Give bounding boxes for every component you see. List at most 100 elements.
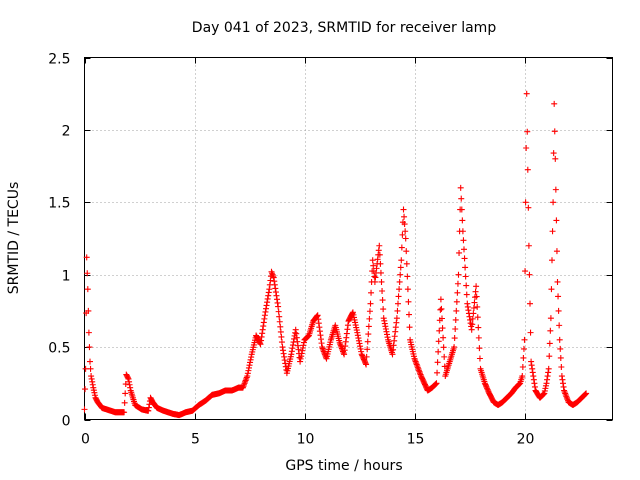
data-point [519, 373, 526, 380]
data-point [528, 358, 535, 365]
data-point [522, 268, 529, 275]
data-point [519, 364, 526, 371]
data-point [520, 354, 527, 361]
data-point [288, 351, 295, 358]
data-point [549, 228, 556, 235]
data-point [555, 293, 562, 300]
data-point [374, 256, 381, 263]
data-point [470, 310, 477, 317]
data-point [546, 353, 553, 360]
data-point [404, 273, 411, 280]
data-point [469, 315, 476, 322]
data-point [259, 330, 266, 337]
x-axis-label: GPS time / hours [285, 458, 402, 474]
data-point [550, 150, 557, 157]
data-point [527, 300, 533, 307]
data-point [403, 260, 410, 267]
data-point [556, 336, 563, 343]
data-point [441, 353, 448, 360]
data-point [402, 228, 409, 235]
data-point [550, 199, 557, 206]
data-point [395, 293, 402, 300]
data-point [556, 322, 563, 329]
data-point [365, 331, 372, 338]
data-point [316, 328, 323, 335]
data-point [384, 334, 391, 341]
data-point [276, 313, 283, 320]
data-point [275, 303, 282, 310]
data-point [370, 262, 377, 269]
data-point [405, 298, 412, 305]
data-point [258, 337, 265, 344]
data-point [377, 260, 384, 267]
data-point [270, 273, 277, 280]
data-point [266, 286, 273, 293]
data-point [371, 273, 378, 280]
data-point [390, 346, 397, 353]
data-point [318, 340, 325, 347]
y-tick-label: 0.5 [48, 341, 70, 357]
data-point [278, 333, 285, 340]
data-point [459, 228, 466, 235]
data-point [551, 100, 558, 107]
data-point [412, 357, 419, 364]
data-point [271, 281, 278, 288]
data-point [463, 291, 470, 298]
data-point [455, 271, 462, 278]
data-point [280, 347, 287, 354]
data-point [392, 324, 399, 331]
data-point [557, 345, 564, 352]
data-point [475, 324, 482, 331]
data-point [554, 278, 561, 285]
data-point [391, 337, 398, 344]
x-tick-label: 5 [191, 432, 200, 448]
data-point [561, 387, 568, 394]
data-point [260, 319, 267, 326]
data-point [121, 409, 128, 416]
data-point [362, 360, 369, 367]
data-point [272, 289, 279, 296]
y-axis-label: SRMTID / TECUs [6, 182, 22, 295]
data-point [355, 335, 362, 342]
data-point [364, 338, 371, 345]
data-point [276, 318, 283, 325]
data-point [523, 90, 530, 97]
data-point [474, 303, 481, 310]
data-point [368, 289, 375, 296]
data-point [473, 283, 480, 290]
data-point [520, 345, 527, 352]
axis-ticks: 0 0.5 1 1.5 2 2.5 0 5 10 15 20 [48, 52, 613, 448]
data-point [551, 128, 558, 135]
data-point [470, 305, 477, 312]
data-point [473, 293, 480, 300]
data-point [122, 381, 129, 388]
data-point [415, 367, 422, 374]
data-point [476, 355, 483, 362]
data-point [525, 242, 532, 249]
data-point [297, 355, 304, 362]
data-point [399, 231, 406, 238]
data-point [467, 316, 474, 323]
data-point [367, 300, 374, 307]
data-point [264, 295, 271, 302]
data-point [357, 343, 364, 350]
data-point [472, 288, 479, 295]
data-point [277, 323, 284, 330]
data-point [403, 248, 410, 255]
data-point [454, 289, 461, 296]
data-point [439, 325, 446, 332]
data-point [261, 312, 268, 319]
data-point [365, 323, 372, 330]
data-point [459, 217, 466, 224]
data-point [553, 217, 560, 224]
data-point [417, 371, 424, 378]
data-point [294, 342, 301, 349]
data-point [468, 326, 475, 333]
data-point [281, 353, 288, 360]
data-point [549, 257, 555, 264]
data-point [462, 264, 469, 271]
data-point [401, 221, 408, 228]
data-point [397, 271, 404, 278]
data-point [462, 273, 469, 280]
